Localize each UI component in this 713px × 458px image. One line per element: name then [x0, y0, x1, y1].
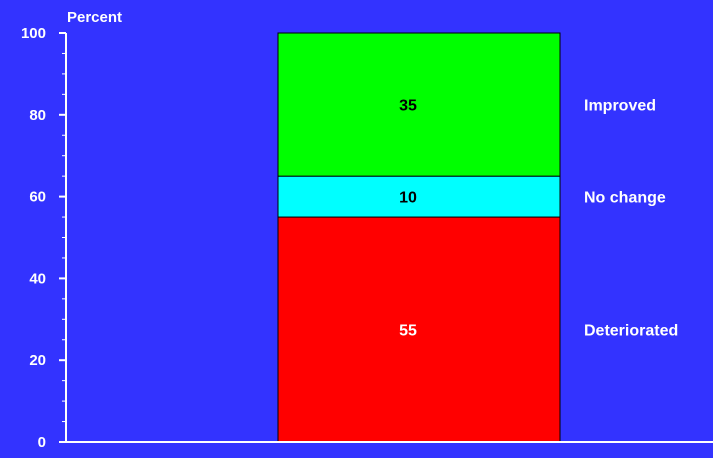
bar-segments	[277, 32, 561, 443]
segment-data-labels: 55 10 35	[399, 98, 417, 340]
series-labels: Deteriorated No change Improved	[584, 98, 678, 340]
y-tick-label: 0	[38, 434, 46, 451]
data-label-deteriorated: 55	[399, 323, 417, 340]
data-label-improved: 35	[399, 98, 417, 115]
y-axis-title: Percent	[67, 9, 122, 26]
y-tick-label: 40	[29, 270, 46, 287]
y-tick-label: 100	[21, 25, 46, 42]
y-axis: 0 20 40 60 80 100	[21, 25, 67, 451]
y-tick-label: 20	[29, 352, 46, 369]
y-tick-label: 80	[29, 107, 46, 124]
bar-segment-no-change	[277, 175, 561, 218]
series-label-deteriorated: Deteriorated	[584, 323, 678, 340]
bar-segment-deteriorated	[277, 216, 561, 443]
series-label-no-change: No change	[584, 190, 666, 207]
data-label-no-change: 10	[399, 190, 417, 207]
series-label-improved: Improved	[584, 98, 656, 115]
bar-segment-improved	[277, 32, 561, 177]
y-tick-label: 60	[29, 189, 46, 206]
